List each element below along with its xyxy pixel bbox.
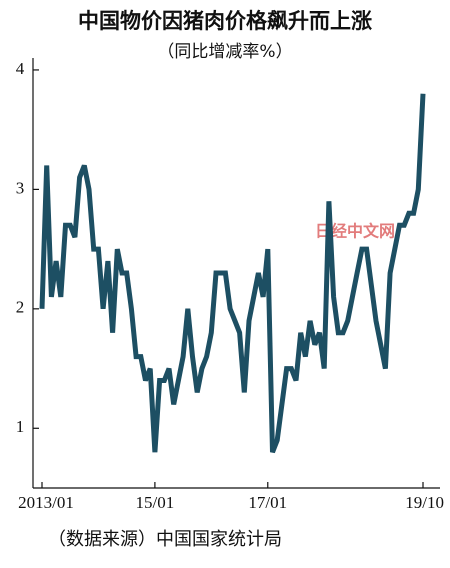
x-tick-label: 19/10 [405,493,444,512]
watermark: 日经中文网 [315,222,395,241]
y-tick-label: 2 [16,298,25,317]
y-tick-label: 1 [16,417,25,436]
chart-title: 中国物价因猪肉价格飙升而上涨 [78,9,372,33]
x-tick-label: 17/01 [248,493,287,512]
x-tick-label: 15/01 [136,493,175,512]
source: （数据来源）中国国家统计局 [48,529,282,550]
y-tick-label: 4 [16,59,25,78]
y-tick-label: 3 [16,178,25,197]
data-line [39,93,426,454]
chart-subtitle: （同比增减率%） [157,42,292,62]
x-tick-label: 2013/01 [18,493,74,512]
